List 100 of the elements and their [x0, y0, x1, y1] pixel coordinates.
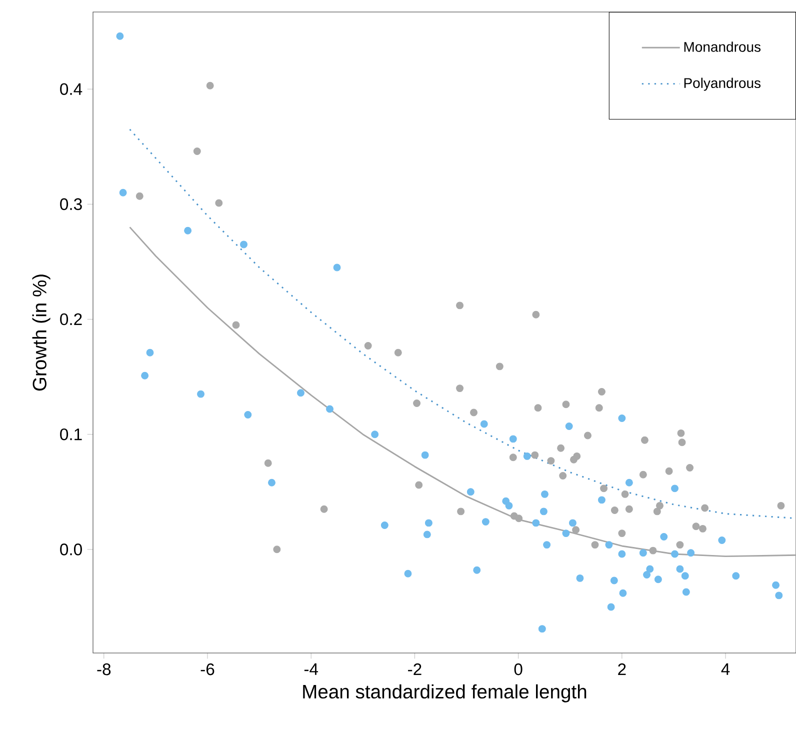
- point: [333, 264, 341, 272]
- point: [326, 405, 334, 413]
- point: [240, 240, 248, 248]
- point: [718, 536, 726, 544]
- point: [456, 384, 464, 392]
- point: [610, 506, 618, 514]
- point: [568, 519, 576, 527]
- point: [665, 467, 673, 475]
- point: [421, 451, 429, 459]
- point: [534, 404, 542, 412]
- point: [424, 519, 432, 527]
- legend-label: Polyandrous: [684, 78, 761, 91]
- point: [639, 549, 647, 557]
- point: [496, 362, 504, 370]
- point: [677, 429, 685, 437]
- x-tick-label: -6: [200, 663, 214, 676]
- point: [656, 502, 664, 510]
- point: [415, 481, 423, 489]
- point: [625, 478, 633, 486]
- x-tick-label: 4: [721, 663, 730, 675]
- point: [671, 550, 678, 558]
- y-tick-label: 0.3: [60, 198, 82, 210]
- point: [206, 82, 214, 90]
- point: [146, 348, 154, 356]
- y-tick-label: 0.2: [60, 313, 82, 326]
- point: [643, 570, 651, 578]
- point: [598, 388, 606, 396]
- point: [576, 574, 584, 582]
- point: [557, 444, 565, 452]
- point: [523, 452, 531, 460]
- point: [619, 589, 627, 597]
- point: [184, 226, 192, 234]
- point: [470, 408, 478, 416]
- point: [772, 581, 780, 589]
- point: [380, 522, 388, 529]
- x-tick-label: -2: [408, 663, 422, 676]
- point: [480, 420, 488, 428]
- point: [532, 519, 540, 527]
- point: [732, 572, 740, 580]
- point: [682, 588, 690, 596]
- point: [678, 438, 686, 446]
- point: [394, 348, 402, 356]
- point: [649, 546, 657, 554]
- point: [676, 565, 684, 573]
- point: [541, 490, 548, 498]
- point: [193, 148, 201, 155]
- point: [244, 411, 252, 419]
- point: [547, 457, 555, 465]
- point: [136, 192, 144, 200]
- point: [777, 502, 785, 510]
- point: [618, 530, 626, 538]
- point: [572, 526, 580, 534]
- point: [473, 566, 481, 574]
- point: [621, 490, 629, 498]
- point: [232, 321, 240, 329]
- point: [457, 508, 465, 516]
- x-axis-title: Mean standardized female length: [303, 684, 586, 702]
- point: [423, 530, 431, 538]
- point: [605, 541, 613, 549]
- point: [543, 541, 551, 549]
- point: [671, 484, 678, 492]
- point: [538, 625, 546, 633]
- y-tick-label: 0.1: [60, 428, 82, 440]
- point: [660, 533, 668, 540]
- point: [264, 459, 272, 467]
- x-tick-label: -4: [304, 663, 318, 675]
- x-tick-label: 2: [618, 663, 626, 676]
- point: [591, 541, 599, 549]
- point: [775, 592, 783, 600]
- line-series: [129, 226, 796, 558]
- x-tick-label: -8: [97, 663, 111, 676]
- point: [640, 436, 648, 444]
- point: [701, 504, 709, 512]
- point: [268, 478, 276, 486]
- point: [116, 32, 124, 40]
- point: [598, 496, 606, 504]
- point: [595, 404, 603, 412]
- point: [466, 488, 474, 496]
- point: [584, 432, 592, 440]
- point: [618, 414, 626, 422]
- point: [531, 451, 539, 459]
- point: [562, 400, 570, 408]
- point: [515, 514, 523, 522]
- point: [197, 390, 204, 398]
- point: [562, 530, 570, 538]
- point: [509, 435, 517, 443]
- point: [509, 454, 517, 462]
- point: [119, 188, 127, 196]
- point: [570, 456, 578, 464]
- point: [273, 546, 281, 554]
- point: [653, 508, 661, 516]
- point: [618, 550, 626, 558]
- point: [297, 389, 304, 397]
- point: [141, 372, 149, 380]
- point: [320, 505, 328, 513]
- point: [699, 524, 706, 532]
- x-tick-label: 0: [514, 663, 522, 676]
- point: [559, 472, 567, 480]
- y-tick-label: 0.4: [60, 83, 82, 95]
- point: [532, 310, 540, 318]
